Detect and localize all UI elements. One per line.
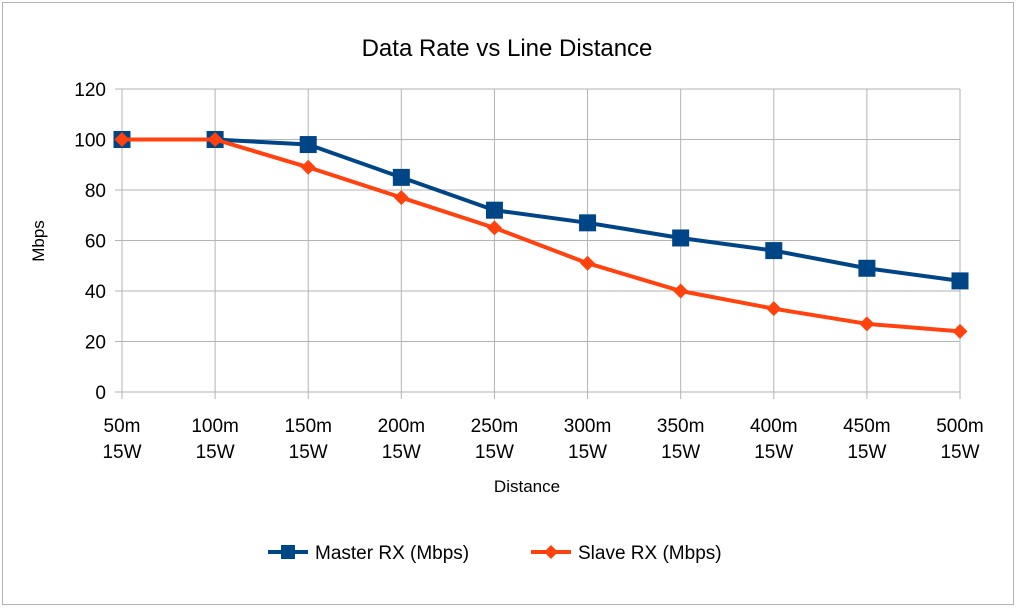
data-point-diamond	[766, 301, 782, 317]
legend-label: Master RX (Mbps)	[315, 543, 469, 564]
x-tick-label: 200m	[378, 416, 426, 437]
series-2	[114, 132, 968, 339]
data-point-square	[485, 201, 503, 219]
data-point-square	[392, 168, 410, 186]
x-tick-label: 15W	[661, 442, 700, 463]
legend: Master RX (Mbps) Slave RX (Mbps)	[268, 543, 722, 564]
data-point-diamond	[114, 132, 130, 147]
y-tick-label: 100	[74, 131, 106, 152]
x-tick-label: 300m	[564, 416, 612, 437]
legend-marker-diamond	[544, 545, 558, 559]
series-line	[122, 137, 961, 334]
series-1	[113, 131, 969, 290]
x-tick-label: 400m	[750, 416, 798, 437]
x-tick-label: 50m	[104, 416, 141, 437]
data-point-square	[858, 259, 876, 277]
y-tick-label: 120	[74, 80, 106, 101]
series-layer	[113, 131, 969, 339]
y-tick-label: 80	[85, 181, 106, 202]
gridlines	[121, 88, 961, 393]
x-tick-label: 15W	[754, 442, 793, 463]
x-tick-labels: 50m 15W 100m 15W 150m 15W 200m 15W 250m 15W 300m 15…	[102, 416, 983, 463]
y-axis-label: Mbps	[29, 220, 48, 262]
data-point-square	[765, 242, 783, 260]
legend-label: Slave RX (Mbps)	[578, 543, 722, 564]
y-tick-labels: 0 20 40 60 80 100 120	[74, 80, 106, 404]
x-tick-label: 100m	[191, 416, 239, 437]
data-point-square	[579, 214, 597, 232]
legend-marker-square	[281, 545, 295, 559]
x-tick-label: 450m	[843, 416, 891, 437]
data-point-square	[951, 272, 969, 290]
x-tick-label: 15W	[196, 442, 235, 463]
x-tick-label: 15W	[102, 442, 141, 463]
y-tick-label: 40	[85, 282, 106, 303]
x-axis-label: Distance	[494, 477, 560, 496]
x-tick-label: 150m	[284, 416, 332, 437]
series-line	[122, 137, 961, 283]
y-tick-label: 0	[95, 383, 106, 404]
data-point-diamond	[300, 159, 316, 175]
chart-title: Data Rate vs Line Distance	[362, 35, 653, 62]
data-point-diamond	[486, 220, 502, 236]
data-point-diamond	[207, 132, 223, 147]
legend-item-2: Slave RX (Mbps)	[531, 543, 722, 564]
x-tick-label: 250m	[471, 416, 519, 437]
data-point-diamond	[393, 190, 409, 206]
legend-item-1: Master RX (Mbps)	[268, 543, 469, 564]
x-tick-label: 500m	[936, 416, 984, 437]
y-tick-label: 20	[85, 333, 106, 354]
x-tick-label: 15W	[847, 442, 886, 463]
x-tick-label: 15W	[289, 442, 328, 463]
data-point-diamond	[859, 316, 875, 332]
data-point-diamond	[673, 283, 689, 299]
x-tick-label: 15W	[382, 442, 421, 463]
x-tick-label: 350m	[657, 416, 705, 437]
x-tick-label: 15W	[940, 442, 979, 463]
data-point-square	[299, 136, 317, 154]
y-tick-label: 60	[85, 232, 106, 253]
x-tick-label: 15W	[475, 442, 514, 463]
data-point-diamond	[952, 323, 968, 339]
x-tick-label: 15W	[568, 442, 607, 463]
data-point-square	[672, 229, 690, 247]
data-point-diamond	[580, 255, 596, 271]
